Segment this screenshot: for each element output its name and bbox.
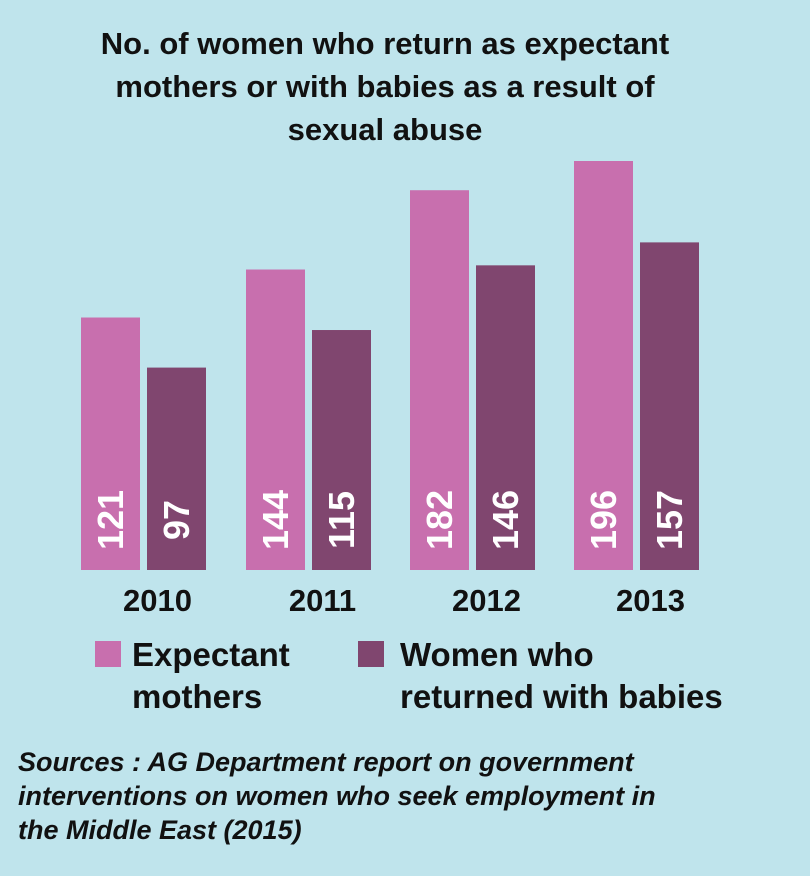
legend-label-line: returned with babies [400, 678, 723, 715]
data-label: 121 [90, 490, 131, 550]
chart-title-line: No. of women who return as expectant [100, 26, 670, 61]
bar-babies-2010 [147, 367, 206, 570]
legend-swatch-babies [358, 641, 384, 667]
source-note: Sources : AG Department report on govern… [18, 745, 798, 847]
data-label: 97 [156, 500, 197, 540]
bar-expectant-2012 [410, 190, 469, 570]
bar-expectant-2010 [81, 317, 140, 570]
x-tick-label: 2011 [289, 583, 356, 618]
chart-title: No. of women who return as expectant mot… [0, 22, 770, 151]
source-line: interventions on women who seek employme… [18, 781, 656, 811]
legend-label-expectant: Expectant mothers [132, 634, 290, 718]
legend-swatch-expectant [95, 641, 121, 667]
bar-expectant-2011 [246, 269, 305, 570]
chart-title-line: sexual abuse [287, 112, 483, 147]
data-label: 146 [485, 490, 526, 550]
bar-babies-2013 [640, 242, 699, 570]
x-tick-label: 2010 [123, 583, 192, 618]
data-label: 182 [419, 490, 460, 550]
legend-label-line: Women who [400, 636, 594, 673]
data-label: 196 [583, 490, 624, 550]
x-tick-label: 2012 [452, 583, 521, 618]
legend-label-line: mothers [132, 678, 263, 715]
bar-babies-2011 [312, 330, 371, 570]
source-line: Sources : AG Department report on govern… [18, 747, 634, 777]
bar-babies-2012 [476, 265, 535, 570]
data-label: 115 [321, 491, 362, 549]
source-line: the Middle East (2015) [18, 815, 302, 845]
legend-label-line: Expectant [132, 636, 290, 673]
bar-expectant-2013 [574, 161, 633, 570]
legend-label-babies: Women who returned with babies [400, 634, 723, 718]
data-label: 144 [255, 490, 296, 550]
chart-title-line: mothers or with babies as a result of [115, 69, 655, 104]
data-label: 157 [649, 490, 690, 550]
x-tick-label: 2013 [616, 583, 685, 618]
bar-chart: 121 97 2010 144 115 2011 182 146 2012 196 157 2013 [81, 161, 699, 618]
